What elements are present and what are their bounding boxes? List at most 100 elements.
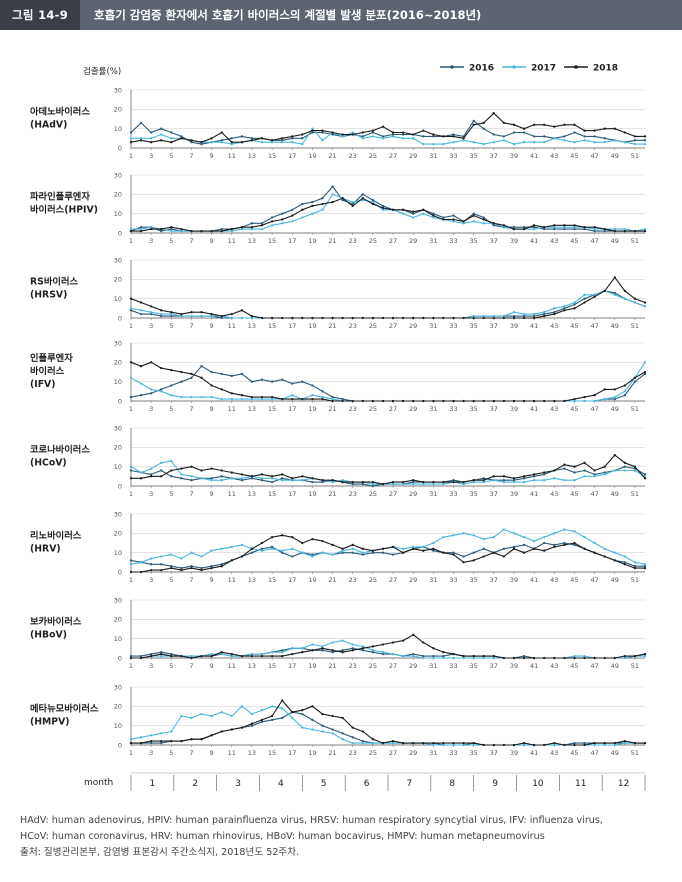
data-point-2018 xyxy=(432,647,435,650)
x-tick-label: 51 xyxy=(631,576,639,584)
data-point-2016 xyxy=(150,563,153,566)
data-point-2018 xyxy=(522,656,526,660)
data-point-2016 xyxy=(139,312,143,316)
data-point-2017 xyxy=(129,738,133,741)
data-point-2018 xyxy=(401,480,405,484)
data-point-2018 xyxy=(502,656,506,660)
data-point-2018 xyxy=(351,649,354,652)
data-point-2018 xyxy=(381,547,385,550)
x-tick-label: 33 xyxy=(449,749,457,757)
data-point-2016 xyxy=(170,227,173,231)
data-point-2016 xyxy=(321,131,324,134)
data-point-2016 xyxy=(160,388,163,391)
x-tick-label: 11 xyxy=(228,576,236,584)
data-point-2017 xyxy=(190,551,193,554)
data-point-2018 xyxy=(129,570,133,574)
data-point-2018 xyxy=(391,131,395,134)
data-point-2018 xyxy=(603,388,606,391)
x-tick-label: 25 xyxy=(369,152,377,160)
data-point-2017 xyxy=(442,743,445,747)
data-point-2017 xyxy=(401,212,405,215)
data-point-2017 xyxy=(321,208,324,211)
data-point-2018 xyxy=(543,314,546,318)
data-point-2018 xyxy=(331,131,334,134)
data-point-2016 xyxy=(160,314,163,318)
data-point-2017 xyxy=(150,226,153,229)
data-point-2016 xyxy=(250,551,254,554)
series-line-2017 xyxy=(130,460,646,485)
data-point-2016 xyxy=(573,131,576,134)
data-point-2016 xyxy=(200,365,203,368)
data-point-2018 xyxy=(573,465,576,468)
data-point-2016 xyxy=(573,471,576,474)
data-point-2018 xyxy=(311,649,314,652)
x-tick-label: 27 xyxy=(389,749,397,757)
data-point-2017 xyxy=(573,399,576,403)
data-point-2017 xyxy=(633,142,637,146)
data-point-2017 xyxy=(643,563,647,566)
data-point-2018 xyxy=(543,656,546,660)
data-point-2018 xyxy=(593,394,596,397)
data-point-2017 xyxy=(482,480,485,484)
data-point-2016 xyxy=(321,649,324,652)
data-point-2016 xyxy=(391,133,395,136)
data-point-2018 xyxy=(391,399,395,403)
data-point-2016 xyxy=(291,555,294,558)
data-point-2017 xyxy=(573,141,576,144)
data-point-2016 xyxy=(331,133,334,136)
data-point-2017 xyxy=(180,229,183,233)
x-tick-label: 39 xyxy=(510,490,518,498)
data-point-2017 xyxy=(230,545,233,549)
series-line-2017 xyxy=(130,705,645,746)
data-point-2016 xyxy=(150,131,153,134)
data-point-2018 xyxy=(281,137,284,140)
data-point-2018 xyxy=(573,656,576,660)
data-point-2018 xyxy=(553,399,556,403)
data-point-2018 xyxy=(613,656,616,660)
data-point-2018 xyxy=(563,123,566,126)
data-point-2017 xyxy=(291,479,294,482)
data-point-2018 xyxy=(210,384,213,387)
y-tick-label: 10 xyxy=(114,635,122,643)
data-point-2017 xyxy=(462,532,465,535)
data-point-2017 xyxy=(291,647,294,650)
data-point-2017 xyxy=(311,728,314,731)
data-point-2016 xyxy=(482,477,485,480)
data-point-2017 xyxy=(462,139,465,142)
data-point-2018 xyxy=(432,547,435,550)
data-point-2016 xyxy=(301,712,304,716)
data-point-2017 xyxy=(301,647,304,650)
data-point-2018 xyxy=(301,541,304,545)
data-point-2016 xyxy=(160,229,163,233)
data-point-2018 xyxy=(472,741,475,745)
data-point-2017 xyxy=(623,741,626,745)
data-point-2017 xyxy=(150,557,153,560)
x-tick-label: 1 xyxy=(129,662,133,670)
data-point-2018 xyxy=(129,656,133,660)
data-point-2018 xyxy=(472,399,475,403)
data-point-2017 xyxy=(623,469,626,472)
data-point-2018 xyxy=(301,651,304,654)
data-point-2016 xyxy=(321,197,324,200)
data-point-2018 xyxy=(502,555,506,558)
data-point-2018 xyxy=(462,220,465,223)
data-point-2018 xyxy=(613,229,616,233)
data-point-2017 xyxy=(482,537,485,541)
data-point-2016 xyxy=(391,553,395,556)
data-point-2017 xyxy=(462,222,465,225)
data-point-2018 xyxy=(492,222,495,225)
data-point-2018 xyxy=(361,316,364,320)
data-point-2017 xyxy=(412,216,415,219)
data-point-2018 xyxy=(643,652,647,656)
data-point-2018 xyxy=(230,312,233,316)
data-point-2016 xyxy=(160,563,163,566)
y-tick-label: 30 xyxy=(114,683,122,691)
x-tick-label: 29 xyxy=(409,749,417,757)
data-point-2018 xyxy=(442,480,445,484)
data-point-2016 xyxy=(563,467,566,470)
x-tick-label: 19 xyxy=(308,237,316,245)
data-point-2016 xyxy=(532,135,536,138)
x-tick-label: 9 xyxy=(210,576,214,584)
data-point-2017 xyxy=(573,479,576,482)
y-tick-label: 0 xyxy=(118,482,122,490)
